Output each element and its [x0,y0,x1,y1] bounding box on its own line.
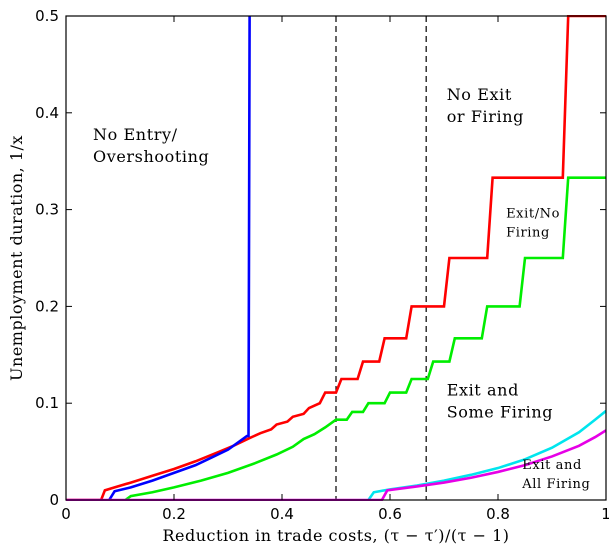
y-tick-label: 0.1 [35,394,59,412]
x-tick-label: 1 [601,505,609,523]
series-line-3 [124,176,606,501]
x-tick-label: 0 [61,505,71,523]
x-tick-label: 0.8 [486,505,510,523]
region-annotation-2: No Exit or Firing [447,85,524,126]
axes-frame [65,15,607,501]
x-tick-label: 0.2 [162,505,186,523]
y-tick-label: 0.2 [35,297,59,315]
y-tick-label: 0 [49,491,59,509]
y-tick-label: 0.4 [35,104,59,122]
y-axis-label: Unemployment duration, 1/x [7,135,26,381]
x-tick-label: 0.6 [378,505,402,523]
region-annotation-5: Exit and All Firing [521,458,590,492]
region-annotation-4: Exit and Some Firing [447,380,553,421]
region-annotation-1: No Entry/Overshooting [93,125,209,166]
series-line-2 [108,15,251,501]
series-group [66,15,606,501]
y-tick-label: 0.5 [35,7,59,25]
region-annotation-3: Exit/No Firing [506,206,560,240]
series-line-5 [66,429,606,501]
x-axis-label: Reduction in trade costs, (τ − τ′)/(τ − … [162,526,509,545]
x-tick-label: 0.4 [270,505,294,523]
series-line-1 [66,15,606,501]
plot-area: 0 0.2 0.4 0.6 0.8 1 0 0.1 0.2 0.3 0.4 0.5 No Entry/O… [35,7,609,523]
y-tick-label: 0.3 [35,201,59,219]
